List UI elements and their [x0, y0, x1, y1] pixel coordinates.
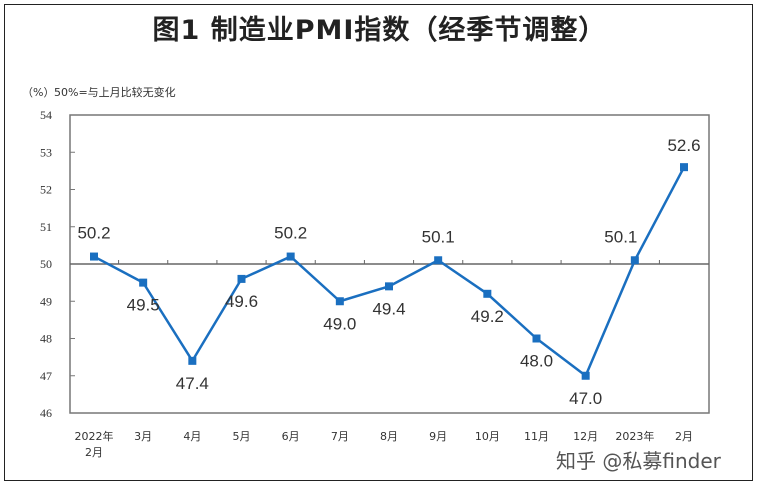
- x-tick-label: 9月: [429, 430, 447, 443]
- series-line: [93, 166, 686, 377]
- data-point-marker: [680, 163, 688, 172]
- x-tick-label: 6月: [282, 430, 300, 443]
- data-label: 50.2: [77, 224, 110, 243]
- y-tick-label: 52: [40, 183, 52, 197]
- reference-note: 50%=与上月比较无变化: [54, 86, 176, 99]
- data-label: 49.4: [372, 299, 405, 318]
- y-axis-unit: （%）: [22, 86, 55, 99]
- data-label: 49.0: [323, 314, 356, 333]
- x-tick-label: 12月: [573, 430, 598, 443]
- data-label: 49.6: [225, 292, 258, 311]
- data-label: 50.1: [604, 227, 637, 246]
- data-point-marker: [385, 282, 393, 291]
- data-point-marker: [630, 256, 639, 265]
- x-tick-label: 2月: [675, 430, 693, 443]
- data-label: 47.0: [569, 389, 602, 408]
- y-tick-label: 46: [40, 406, 52, 420]
- data-point-marker: [532, 334, 541, 343]
- data-label: 48.0: [520, 352, 553, 371]
- y-tick-label: 49: [40, 294, 52, 308]
- y-tick-label: 48: [40, 332, 52, 346]
- data-point-marker: [188, 356, 197, 365]
- x-tick-label: 8月: [380, 430, 398, 443]
- x-tick-label: 5月: [233, 430, 251, 443]
- data-point-marker: [286, 252, 295, 261]
- data-point-marker: [581, 371, 590, 380]
- x-tick-label: 7月: [331, 430, 349, 443]
- data-label: 47.4: [176, 374, 209, 393]
- x-tick-label: 11月: [524, 430, 549, 443]
- data-point-marker: [90, 252, 98, 261]
- y-tick-label: 54: [40, 108, 52, 122]
- y-tick-label: 50: [40, 257, 52, 271]
- data-label: 50.2: [274, 224, 307, 243]
- chart-title: 图1 制造业PMI指数（经季节调整）: [152, 15, 607, 46]
- y-tick-label: 51: [40, 220, 52, 234]
- watermark: 知乎 @私募finder: [556, 449, 721, 473]
- x-tick-label: 2月: [85, 446, 103, 459]
- data-label: 49.5: [127, 296, 160, 315]
- x-tick-label: 2023年: [615, 429, 654, 443]
- data-point-marker: [139, 278, 148, 287]
- x-tick-label: 3月: [134, 430, 152, 443]
- data-point-marker: [434, 256, 443, 265]
- x-tick-label: 10月: [475, 430, 500, 443]
- data-point-marker: [237, 274, 246, 283]
- x-tick-label: 4月: [183, 430, 201, 443]
- chart-frame: [4, 4, 753, 481]
- data-point-marker: [335, 297, 344, 306]
- data-label: 52.6: [667, 136, 700, 155]
- data-point-marker: [483, 289, 492, 298]
- y-tick-label: 53: [40, 145, 52, 159]
- y-tick-label: 47: [40, 369, 52, 383]
- data-label: 50.1: [422, 227, 455, 246]
- data-label: 49.2: [471, 307, 504, 326]
- x-tick-label: 2022年: [75, 429, 114, 443]
